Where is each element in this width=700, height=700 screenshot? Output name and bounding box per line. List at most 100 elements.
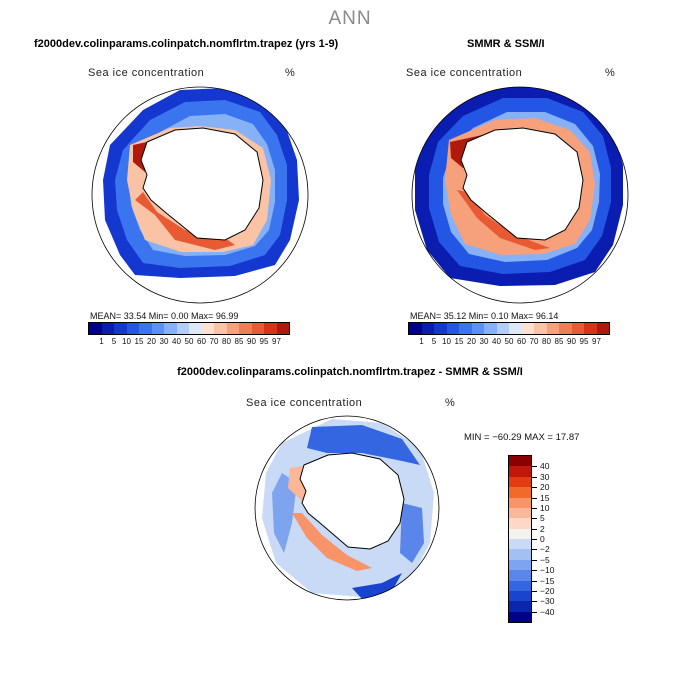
colorbar-swatch [509, 466, 531, 477]
colorbar-tick-label: 1 [419, 337, 424, 346]
obs-units-label: % [605, 67, 616, 79]
obs-field-label: Sea ice concentration [406, 67, 523, 79]
colorbar-tick-label: 30 [479, 337, 489, 346]
colorbar-tick-label: 70 [529, 337, 539, 346]
model-stats: MEAN= 33.54 Min= 0.00 Max= 96.99 [90, 311, 239, 321]
colorbar-tick-label: 90 [247, 337, 256, 346]
colorbar-tick-label: 30 [159, 337, 169, 346]
colorbar-swatch [509, 497, 531, 508]
colorbar-swatch [596, 323, 609, 334]
colorbar-swatch [509, 518, 531, 529]
colorbar-swatch [176, 323, 189, 334]
colorbar-swatch [571, 323, 584, 334]
colorbar-tick-label: 20 [467, 337, 476, 346]
colorbar-tick-label: −10 [531, 565, 555, 576]
obs-colorbar [408, 322, 610, 335]
colorbar-swatch [446, 323, 459, 334]
colorbar-swatch [509, 476, 531, 488]
colorbar-swatch [509, 580, 531, 591]
colorbar-tick-label: 90 [567, 337, 576, 346]
colorbar-swatch [509, 323, 522, 334]
colorbar-tick-label: 20 [531, 482, 550, 493]
colorbar-tick-label: −20 [531, 585, 555, 596]
colorbar-swatch [201, 323, 214, 334]
colorbar-swatch [214, 323, 227, 334]
colorbar-swatch [509, 570, 531, 581]
colorbar-swatch [151, 323, 164, 334]
diff-minmax: MIN = −60.29 MAX = 17.87 [464, 432, 580, 443]
colorbar-tick-label: 97 [592, 337, 601, 346]
colorbar-swatch [509, 611, 531, 622]
colorbar-tick-label: 30 [531, 471, 550, 482]
colorbar-swatch [509, 601, 531, 612]
model-colorbar-labels: 1 5 10 15 20 30 40 50 60 70 80 85 90 95 97 [88, 337, 290, 347]
colorbar-tick-label: 97 [272, 337, 281, 346]
colorbar-tick-label: 60 [197, 337, 206, 346]
page-title: ANN [328, 8, 372, 29]
model-polar-map [91, 86, 309, 304]
colorbar-swatch [509, 456, 531, 467]
colorbar-swatch [509, 549, 531, 560]
colorbar-tick-label: 10 [442, 337, 451, 346]
colorbar-tick-label: 70 [209, 337, 219, 346]
colorbar-swatch [226, 323, 239, 334]
colorbar-tick-label: 5 [532, 513, 545, 524]
colorbar-tick-label: 80 [222, 337, 231, 346]
obs-panel-title: SMMR & SSM/I [467, 38, 545, 50]
colorbar-swatch [559, 323, 572, 334]
model-units-label: % [285, 67, 296, 79]
colorbar-swatch [126, 323, 139, 334]
colorbar-swatch [459, 323, 472, 334]
colorbar-swatch [276, 323, 289, 334]
diff-panel-title: f2000dev.colinparams.colinpatch.nomflrtm… [177, 366, 523, 378]
colorbar-tick-label: 95 [259, 337, 269, 346]
colorbar-tick-label: 5 [431, 337, 437, 346]
colorbar-tick-label: 85 [234, 337, 244, 346]
colorbar-tick-label: 1 [99, 337, 104, 346]
colorbar-tick-label: 95 [579, 337, 589, 346]
diff-continent [299, 452, 405, 550]
colorbar-swatch [509, 590, 531, 602]
colorbar-swatch [484, 323, 497, 334]
colorbar-swatch [114, 323, 127, 334]
colorbar-swatch [239, 323, 252, 334]
diff-colorbar [508, 455, 532, 623]
colorbar-swatch [421, 323, 434, 334]
colorbar-tick-label: −2 [532, 544, 550, 555]
model-colorbar [88, 322, 290, 335]
colorbar-tick-label: 85 [554, 337, 564, 346]
colorbar-tick-label: 80 [542, 337, 551, 346]
colorbar-tick-label: −40 [531, 606, 555, 617]
colorbar-tick-label: 40 [492, 337, 501, 346]
colorbar-tick-label: −5 [532, 554, 550, 565]
colorbar-swatch [164, 323, 177, 334]
colorbar-swatch [509, 528, 531, 539]
colorbar-tick-label: 15 [531, 492, 550, 503]
colorbar-swatch [471, 323, 484, 334]
obs-stats: MEAN= 35.12 Min= 0.10 Max= 96.14 [410, 311, 559, 321]
colorbar-swatch [251, 323, 264, 334]
obs-colorbar-labels: 1 5 10 15 20 30 40 50 60 70 80 85 90 95 97 [408, 337, 610, 347]
colorbar-tick-label: 10 [122, 337, 131, 346]
colorbar-swatch [509, 559, 531, 571]
colorbar-tick-label: 40 [531, 461, 550, 472]
model-field-label: Sea ice concentration [88, 67, 205, 79]
colorbar-tick-label: 10 [531, 502, 550, 513]
colorbar-swatch [89, 323, 102, 334]
colorbar-swatch [521, 323, 534, 334]
colorbar-tick-label: 40 [172, 337, 181, 346]
colorbar-swatch [264, 323, 277, 334]
colorbar-tick-label: 50 [504, 337, 514, 346]
colorbar-tick-label: 15 [454, 337, 464, 346]
obs-polar-map [411, 86, 629, 304]
colorbar-swatch [189, 323, 202, 334]
colorbar-swatch [546, 323, 559, 334]
colorbar-swatch [534, 323, 547, 334]
colorbar-swatch [509, 507, 531, 519]
colorbar-tick-label: 0 [532, 534, 545, 544]
model-continent [140, 127, 264, 241]
colorbar-tick-label: −15 [531, 575, 555, 586]
colorbar-swatch [409, 323, 422, 334]
colorbar-tick-label: 2 [532, 523, 545, 534]
diff-units-label: % [445, 397, 456, 409]
